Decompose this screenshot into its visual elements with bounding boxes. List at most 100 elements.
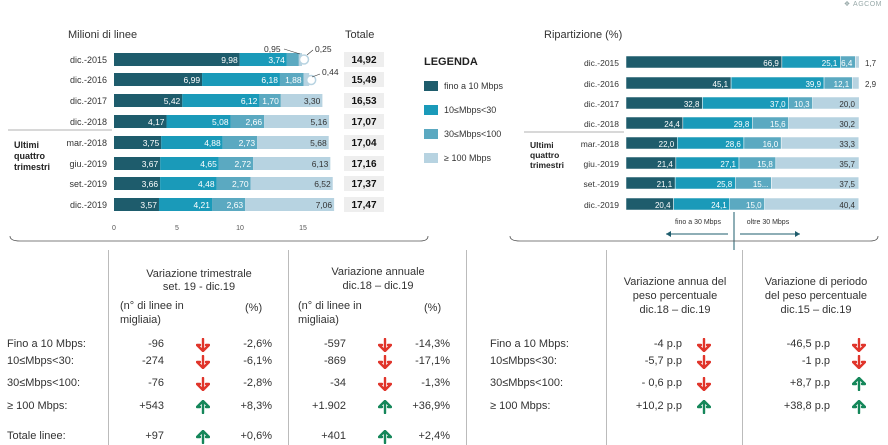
category-label: dic.-2017: [70, 96, 107, 106]
data-label: 6,4: [841, 59, 853, 68]
header-annual-weight: dic.18 – dic.19: [639, 304, 711, 316]
quarterly-lines: -76: [148, 377, 164, 389]
legend-swatch: [424, 129, 438, 139]
data-label: 6,99: [184, 75, 201, 85]
category-label: giu.-2019: [69, 159, 107, 169]
data-label: 21,1: [657, 180, 673, 189]
row-label: 10≤Mbps<30:: [7, 355, 74, 367]
arrow-down-icon: [378, 338, 392, 352]
data-label: 1,7: [865, 59, 877, 68]
period-weight-change: +38,8 p.p: [783, 400, 830, 412]
data-label: 15,6: [770, 120, 786, 129]
bar-segment: [259, 94, 281, 107]
bar-segment: [114, 177, 161, 190]
bar-segment: [855, 55, 860, 69]
bar-segment: [114, 94, 183, 107]
data-label: 6,13: [312, 159, 329, 169]
category-label: mar.-2018: [66, 138, 107, 148]
callout-line: [311, 73, 321, 78]
header-annual: Variazione annuale: [331, 266, 425, 278]
data-label: 2,9: [865, 80, 877, 89]
data-label: 2,70: [232, 179, 249, 189]
category-label: giu.-2019: [584, 159, 620, 169]
legend: LEGENDA fino a 10 Mbps 10≤Mbps<30 30≤Mbps<…: [424, 56, 524, 172]
legend-swatch: [424, 105, 438, 115]
bar-segment: [114, 136, 162, 149]
total-value: 16,53: [351, 96, 376, 107]
total-value: 17,16: [351, 159, 376, 170]
row-label: 30≤Mbps<100:: [7, 377, 81, 389]
data-label: 4,17: [148, 117, 165, 127]
legend-item: ≥ 100 Mbps: [424, 148, 524, 168]
column-divider: [606, 250, 607, 445]
category-label: dic.-2019: [70, 200, 107, 210]
annual-pct: -17,1%: [415, 355, 450, 367]
data-label: 3,57: [140, 200, 157, 210]
group-label-line: quattro: [530, 150, 559, 160]
legend-item: fino a 10 Mbps: [424, 76, 524, 96]
bar-segment: [239, 53, 287, 66]
bar-segment: [280, 94, 323, 107]
category-label: dic.-2017: [584, 99, 619, 109]
header-period-weight: dic.15 – dic.19: [780, 304, 852, 316]
data-label: 1,88: [285, 75, 302, 85]
annual-pct: -14,3%: [415, 338, 450, 350]
category-label: dic.-2018: [70, 117, 107, 127]
bar-segment: [216, 177, 251, 190]
data-label: 4,65: [200, 159, 217, 169]
data-label: 7,06: [316, 200, 333, 210]
callout-line: [306, 49, 314, 56]
data-label: 25,1: [822, 59, 838, 68]
data-label: 24,4: [664, 120, 680, 129]
quarterly-pct: +0,6%: [240, 430, 273, 442]
bar-segment: [775, 156, 860, 170]
quarterly-pct: -2,6%: [243, 338, 272, 350]
annual-weight-change: - 0,6 p.p: [641, 377, 682, 389]
legend-label: fino a 10 Mbps: [444, 81, 504, 91]
row-label: Totale linee:: [7, 430, 66, 442]
subheader-thousand: migliaia): [120, 314, 161, 326]
bar-segment: [851, 76, 860, 90]
data-label: 3,74: [268, 55, 285, 65]
group-label-line: Ultimi: [14, 140, 39, 150]
legend-label: 30≤Mbps<100: [444, 129, 502, 139]
small-value-marker: [298, 54, 310, 65]
data-label: 20,4: [655, 201, 671, 210]
data-label: 20,0: [839, 100, 855, 109]
annual-lines: -34: [330, 377, 346, 389]
legend-swatch: [424, 81, 438, 91]
category-label: set.-2019: [584, 179, 620, 189]
total-box: [344, 156, 384, 171]
subheader-lines: (n° di linee in: [298, 300, 362, 312]
total-value: 17,47: [351, 200, 376, 211]
data-label: 6,18: [261, 75, 278, 85]
data-label: 25,8: [717, 180, 733, 189]
bar-segment: [230, 115, 265, 128]
total-box: [344, 52, 384, 67]
group-label-line: trimestri: [14, 162, 50, 172]
category-label: dic.-2016: [584, 79, 619, 89]
data-label: 39,9: [805, 80, 821, 89]
data-label: 45,1: [713, 80, 729, 89]
data-label: 15...: [753, 180, 769, 189]
header-period-weight: Variazione di periodo: [764, 276, 868, 288]
quarterly-lines: -274: [141, 355, 164, 367]
x-tick-label: 0: [112, 225, 116, 232]
row-label: 30≤Mbps<100:: [490, 377, 564, 389]
bar-segment: [812, 96, 860, 110]
period-weight-change: -1 p.p: [801, 355, 830, 367]
bar-segment: [160, 177, 217, 190]
subheader-lines: (n° di linee in: [120, 300, 184, 312]
quarterly-lines: +543: [139, 400, 164, 412]
total-value: 17,07: [351, 117, 376, 128]
data-label: 16,0: [763, 140, 779, 149]
quarterly-pct: -6,1%: [243, 355, 272, 367]
bar-segment: [780, 136, 860, 150]
bar-segment: [158, 198, 213, 211]
group-label-line: Ultimi: [530, 140, 554, 150]
arrow-up-icon: [196, 400, 210, 414]
legend-label: 10≤Mbps<30: [444, 105, 497, 115]
arrow-down-icon: [196, 355, 210, 369]
data-label: 37,0: [770, 100, 786, 109]
header-quarterly: Variazione trimestrale: [146, 268, 252, 280]
